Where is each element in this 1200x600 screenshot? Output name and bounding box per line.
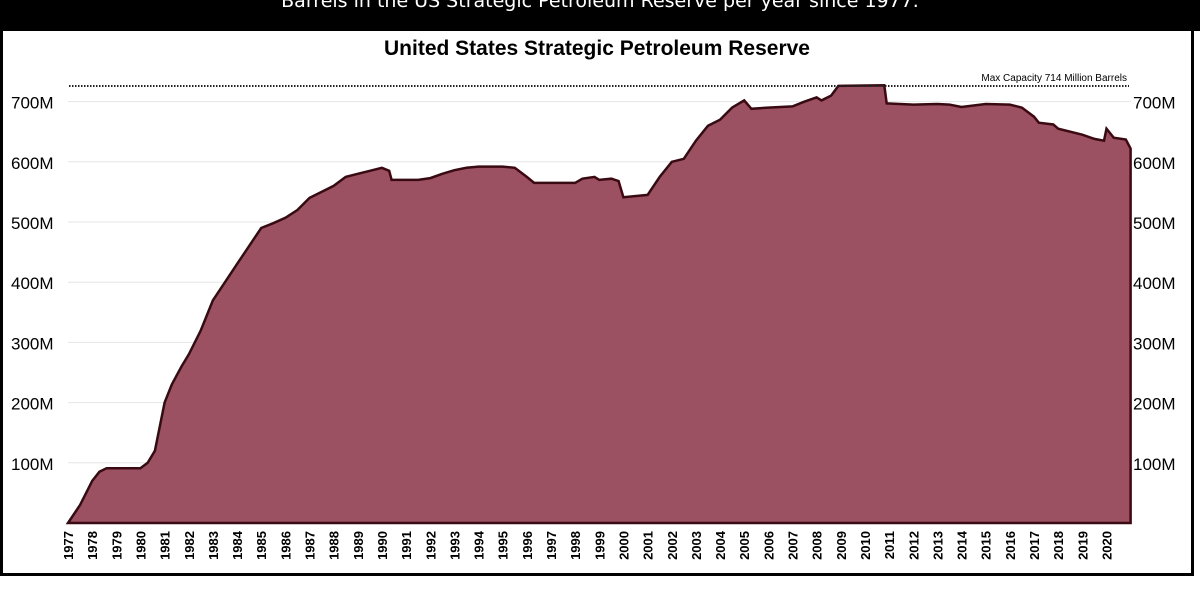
y-tick-label-left: 700M [11,94,54,113]
x-tick-label: 1983 [206,531,221,560]
x-tick-label: 1982 [182,531,197,560]
x-tick-label: 1995 [496,531,511,560]
x-tick-label: 2012 [906,531,921,560]
x-tick-label: 1988 [327,531,342,560]
x-tick-label: 1996 [520,531,535,560]
x-tick-label: 2005 [737,531,752,560]
y-tick-label-left: 100M [11,455,54,474]
x-tick-label: 2001 [641,531,656,560]
x-tick-label: 2014 [955,530,970,560]
x-tick-label: 1999 [592,531,607,560]
x-tick-label: 1985 [254,531,269,560]
y-tick-label-right: 100M [1133,455,1176,474]
x-tick-label: 2011 [882,531,897,559]
x-tick-label: 1978 [85,531,100,560]
caption: Barrels in the US Strategic Petroleum Re… [281,0,919,12]
x-tick-label: 2013 [930,531,945,560]
x-tick-label: 2017 [1027,531,1042,560]
x-tick-label: 2019 [1075,531,1090,560]
area-series [65,84,1132,525]
y-tick-label-left: 200M [11,395,54,414]
caption-band: Barrels in the US Strategic Petroleum Re… [0,0,1200,31]
x-tick-label: 2002 [665,531,680,560]
x-tick-label: 1986 [278,531,293,560]
y-tick-label-right: 400M [1133,274,1176,293]
x-tick-label: 1979 [109,531,124,560]
y-tick-label-left: 300M [11,334,54,353]
x-tick-label: 1991 [399,531,414,560]
x-tick-label: 2006 [761,531,776,560]
x-tick-label: 2007 [786,531,801,560]
y-tick-label-left: 400M [11,274,54,293]
y-tick-label-right: 200M [1133,395,1176,414]
x-tick-label: 2015 [979,531,994,560]
x-tick-label: 1981 [158,531,173,560]
x-tick-label: 1998 [568,531,583,560]
y-tick-label-left: 600M [11,154,54,173]
x-tick-label: 1990 [375,531,390,560]
x-tick-label: 1987 [303,531,318,560]
x-tick-label: 2016 [1003,531,1018,560]
x-tick-label: 2010 [858,531,873,560]
area-chart: United States Strategic Petroleum Reserv… [11,37,1176,560]
x-tick-label: 2003 [689,531,704,560]
y-tick-label-right: 600M [1133,154,1176,173]
x-tick-label: 2008 [810,531,825,560]
x-tick-label: 1997 [544,531,559,560]
y-tick-label-right: 300M [1133,334,1176,353]
max-capacity-label: Max Capacity 714 Million Barrels [981,73,1127,84]
x-tick-label: 1977 [61,531,76,560]
x-tick-label: 1993 [447,531,462,560]
x-tick-label: 1994 [472,530,487,560]
x-tick-label: 2009 [834,531,849,560]
x-tick-label: 1992 [423,531,438,560]
x-tick-label: 1980 [133,531,148,560]
x-tick-label: 2018 [1051,531,1066,560]
chart-title: United States Strategic Petroleum Reserv… [384,37,810,60]
chart-panel: United States Strategic Petroleum Reserv… [0,31,1194,576]
y-tick-label-right: 500M [1133,214,1176,233]
y-tick-label-left: 500M [11,214,54,233]
x-tick-label: 2004 [713,530,728,560]
x-tick-label: 1989 [351,531,366,560]
x-tick-label: 2000 [616,531,631,560]
x-tick-label: 1984 [230,530,245,560]
y-tick-label-right: 700M [1133,94,1176,113]
x-tick-label: 2020 [1099,531,1114,560]
